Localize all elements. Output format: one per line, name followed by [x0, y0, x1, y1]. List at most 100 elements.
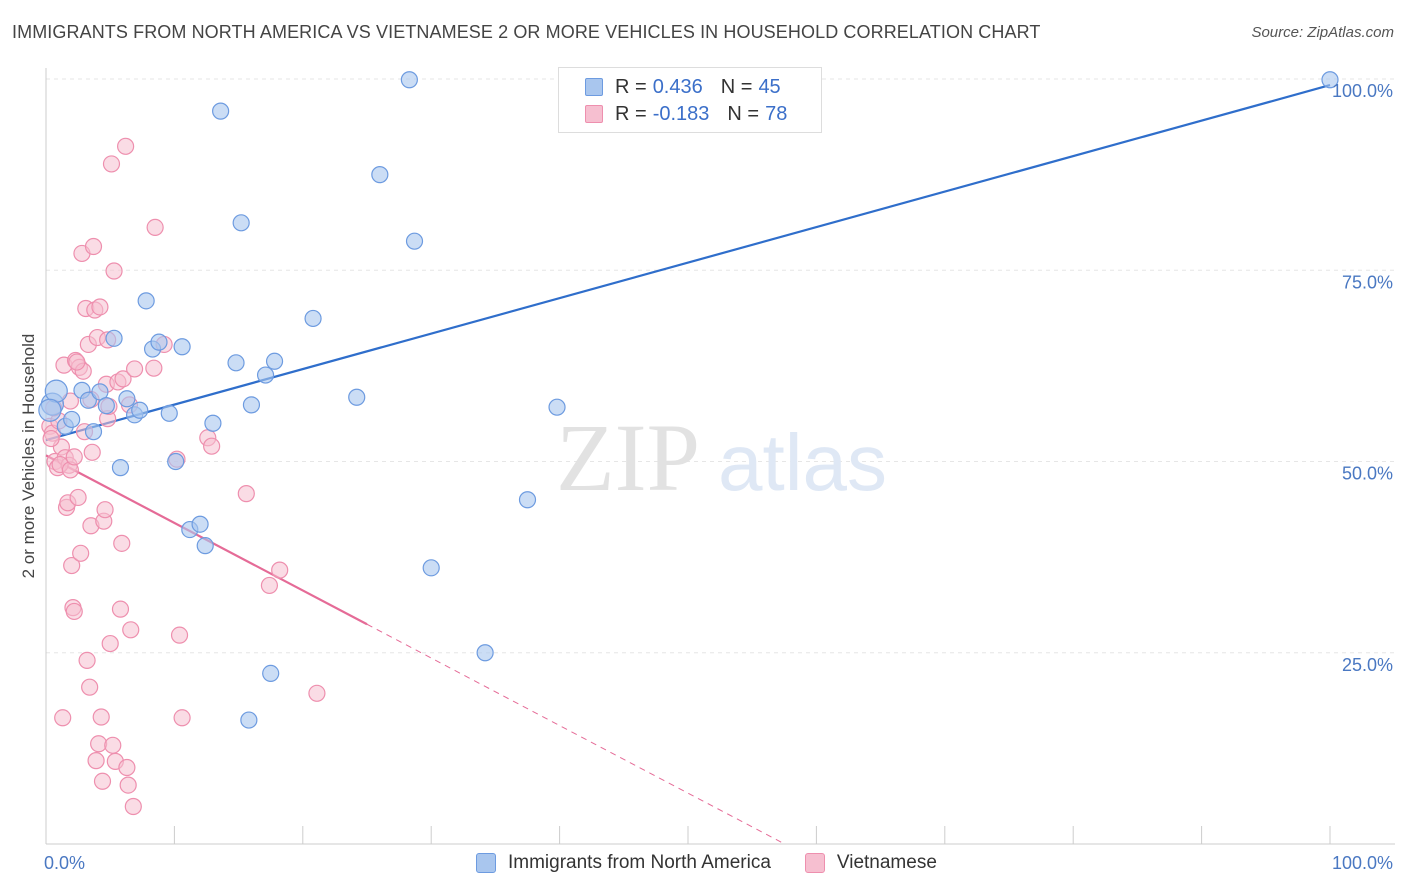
vietnamese-point	[105, 262, 123, 280]
north-america-point	[196, 537, 214, 555]
vietnamese-point	[65, 602, 83, 621]
swatch-north-america	[476, 853, 496, 873]
north-america-point	[97, 397, 115, 415]
vietnamese-point	[81, 678, 99, 696]
tick-labels: 25.0% 50.0% 75.0% 100.0% 0.0% 100.0%	[44, 81, 1393, 873]
north-america-point	[137, 292, 155, 310]
vietnamese-point	[104, 736, 122, 754]
north-america-point	[242, 396, 261, 414]
legend-row-north-america: R = 0.436 N = 45	[585, 75, 781, 99]
north-america-point	[160, 404, 178, 422]
chart-title: IMMIGRANTS FROM NORTH AMERICA VS VIETNAM…	[12, 22, 1041, 42]
vietnamese-point	[102, 155, 121, 173]
vietnamese-point	[63, 556, 81, 575]
vietnamese-point	[54, 709, 72, 727]
vietnamese-point	[237, 485, 255, 503]
vietnamese-point	[96, 501, 114, 519]
vietnamese-point	[92, 708, 110, 726]
vietnamese-point	[122, 621, 140, 639]
vietnamese-point	[90, 735, 108, 753]
north-america-points	[38, 71, 1339, 729]
legend-label-north-america: Immigrants from North America	[508, 852, 771, 873]
legend-r-label: R =	[615, 75, 647, 98]
legend-n-value: 45	[758, 75, 781, 98]
north-america-trend-line	[45, 84, 1331, 442]
north-america-point	[1321, 71, 1339, 89]
vietnamese-point	[118, 758, 136, 777]
correlation-legend: R = 0.436 N = 45 R = -0.183 N = 78	[558, 67, 822, 133]
vietnamese-point	[146, 218, 164, 237]
north-america-point	[348, 388, 366, 406]
vietnamese-point	[78, 651, 96, 670]
swatch-vietnamese	[804, 853, 825, 873]
north-america-point	[262, 664, 280, 683]
north-america-point	[173, 338, 191, 356]
north-america-point	[371, 166, 389, 184]
north-america-point	[518, 491, 537, 509]
legend-swatch-north-america	[585, 78, 603, 96]
x-tick-label: 0.0%	[44, 853, 85, 873]
vietnamese-point	[65, 448, 83, 466]
vietnamese-point	[101, 634, 119, 653]
north-america-point	[191, 515, 209, 533]
north-america-point	[131, 401, 149, 419]
legend-r-value: -0.183	[652, 102, 710, 125]
north-america-point	[232, 214, 250, 232]
watermark-zip: ZIP	[556, 404, 700, 511]
series-legend: Immigrants from North America Vietnamese	[476, 852, 971, 874]
north-america-point	[422, 559, 440, 577]
vietnamese-point	[203, 437, 221, 455]
gridlines	[46, 78, 1395, 654]
y-tick-label: 25.0%	[1342, 655, 1393, 675]
x-tick-label: 100.0%	[1332, 853, 1393, 873]
vietnamese-point	[91, 298, 109, 316]
north-america-point	[79, 391, 97, 409]
vietnamese-point	[68, 353, 86, 371]
north-america-point	[400, 71, 418, 89]
legend-item-north-america[interactable]: Immigrants from North America	[476, 852, 771, 874]
vietnamese-point	[84, 237, 103, 256]
watermark-atlas: atlas	[718, 418, 887, 507]
north-america-point	[167, 452, 185, 471]
north-america-point	[227, 354, 245, 372]
vietnamese-point	[145, 359, 163, 377]
y-axis-label: 2 or more Vehicles in Household	[19, 334, 38, 579]
y-tick-label: 100.0%	[1332, 81, 1393, 101]
vietnamese-point	[42, 429, 60, 448]
north-america-point	[111, 459, 130, 477]
vietnamese-point	[111, 600, 130, 618]
legend-r-label: R =	[615, 102, 647, 125]
north-america-point	[118, 390, 136, 408]
vietnamese-point	[260, 576, 279, 595]
legend-r-value: 0.436	[652, 75, 703, 98]
vietnamese-point	[69, 488, 87, 507]
north-america-point	[240, 711, 258, 729]
north-america-point	[256, 366, 275, 384]
north-america-point	[548, 398, 566, 416]
y-tick-label: 50.0%	[1342, 464, 1393, 484]
vietnamese-point	[72, 544, 90, 562]
north-america-point	[91, 383, 109, 401]
legend-item-vietnamese[interactable]: Vietnamese	[804, 852, 937, 874]
watermark: ZIP atlas	[556, 404, 887, 511]
legend-swatch-vietnamese	[585, 105, 603, 123]
legend-n-label: N =	[727, 102, 760, 125]
vietnamese-point	[87, 752, 105, 770]
north-america-point	[304, 309, 322, 328]
vietnamese-point	[271, 561, 289, 579]
vietnamese-point	[125, 360, 144, 378]
north-america-point	[265, 352, 284, 370]
vietnamese-point	[114, 370, 132, 388]
vietnamese-point	[93, 772, 112, 790]
vietnamese-point	[170, 626, 189, 644]
vietnamese-point	[117, 137, 135, 155]
legend-n-value: 78	[765, 102, 788, 125]
vietnamese-point	[119, 776, 137, 794]
y-tick-label: 75.0%	[1342, 272, 1393, 292]
north-america-point	[84, 423, 103, 441]
vietnamese-point	[173, 709, 191, 727]
north-america-point	[405, 232, 424, 250]
legend-label-vietnamese: Vietnamese	[836, 852, 937, 873]
vietnamese-point	[113, 534, 131, 552]
